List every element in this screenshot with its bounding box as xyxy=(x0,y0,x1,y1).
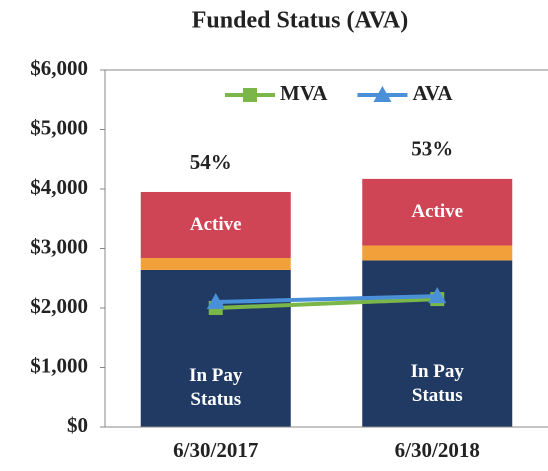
chart-title: Funded Status (AVA) xyxy=(192,8,409,34)
bar-segment xyxy=(362,245,513,261)
bar-segment xyxy=(140,258,291,270)
segment-label: Active xyxy=(411,201,464,223)
marker xyxy=(206,293,225,310)
annotation: 53% xyxy=(411,137,453,161)
x-tick-label: 6/30/2017 xyxy=(173,438,258,462)
marker xyxy=(243,88,257,102)
bar-segment xyxy=(362,178,513,246)
line xyxy=(215,294,438,305)
y-tick-label: $1,000 xyxy=(30,353,88,377)
segment-label: In Pay Status xyxy=(189,365,243,411)
y-tick-label: $2,000 xyxy=(30,294,88,318)
line xyxy=(215,297,438,310)
y-tick-label: $5,000 xyxy=(30,115,88,139)
x-tick-label: 6/30/2018 xyxy=(395,438,480,462)
y-tick-label: $4,000 xyxy=(30,175,88,199)
segment-label: Active xyxy=(189,213,242,235)
y-tick-label: $0 xyxy=(67,413,88,437)
segment-label: In Pay Status xyxy=(410,360,464,406)
bar-segment xyxy=(140,191,291,259)
legend-label: AVA xyxy=(412,81,453,105)
y-tick-label: $3,000 xyxy=(30,234,88,258)
marker xyxy=(373,86,392,102)
marker xyxy=(428,287,447,304)
y-tick-label: $6,000 xyxy=(30,56,88,80)
legend-label: MVA xyxy=(280,81,328,105)
annotation: 54% xyxy=(190,150,232,174)
